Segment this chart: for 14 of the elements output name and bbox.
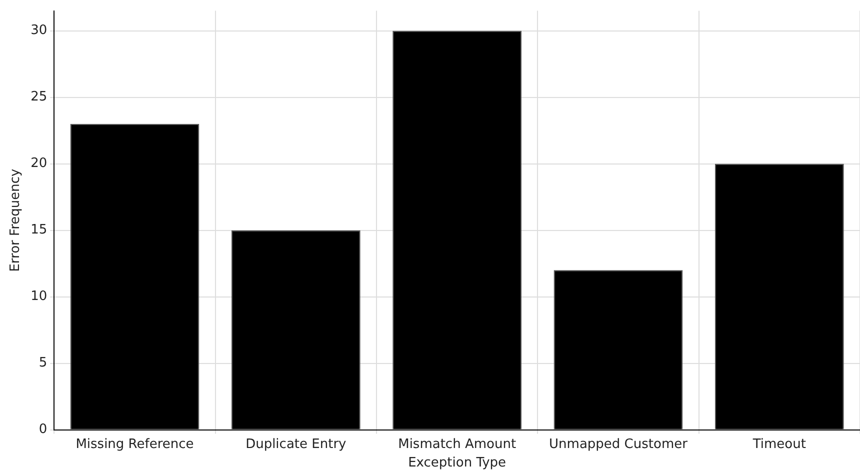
- x-tick-label: Duplicate Entry: [246, 436, 347, 452]
- y-tick-label: 5: [38, 356, 48, 371]
- y-tick-label: 25: [30, 90, 48, 105]
- x-tick-label: Timeout: [752, 436, 806, 452]
- y-tick-label: 20: [30, 156, 48, 172]
- y-tick-label: 15: [30, 222, 48, 238]
- x-tick-label: Mismatch Amount: [398, 436, 516, 452]
- x-tick-label: Missing Reference: [76, 436, 194, 452]
- x-tick-label: Unmapped Customer: [549, 436, 688, 452]
- y-tick-label: 0: [38, 422, 48, 438]
- y-axis-title: Error Frequency: [8, 168, 24, 272]
- y-tick-label: 10: [30, 289, 48, 304]
- x-axis-title: Exception Type: [408, 456, 506, 471]
- y-tick-label: 30: [30, 23, 48, 38]
